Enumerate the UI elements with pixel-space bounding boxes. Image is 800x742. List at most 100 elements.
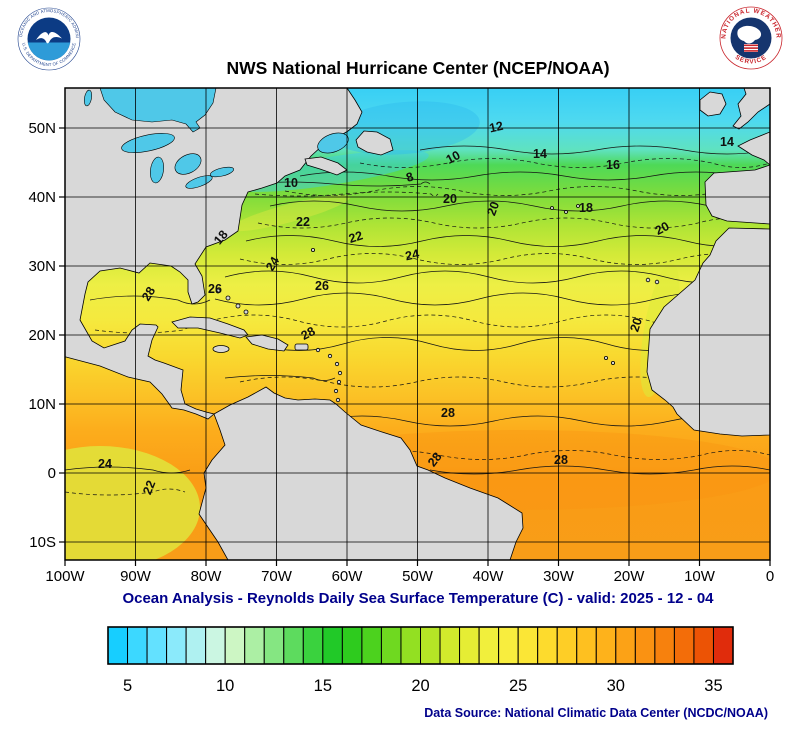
colorbar-cell bbox=[244, 626, 265, 665]
colorbar-tick-label: 25 bbox=[509, 677, 527, 695]
y-axis-label: 40N bbox=[28, 189, 56, 206]
island-bermuda bbox=[310, 247, 315, 252]
x-axis-label: 30W bbox=[543, 568, 575, 585]
colorbar-cell bbox=[127, 626, 148, 665]
y-axis-label: 0 bbox=[48, 465, 56, 482]
noaa-seagull-icon bbox=[36, 32, 62, 44]
colorbar-cell bbox=[380, 626, 402, 665]
contour-label: 18 bbox=[579, 201, 593, 215]
colorbar-tick-label: 30 bbox=[607, 677, 625, 695]
contour-line bbox=[245, 235, 770, 247]
nws-continent-icon bbox=[737, 25, 762, 44]
colorbar-cell bbox=[595, 626, 617, 665]
contour-line bbox=[209, 314, 721, 328]
lake-michigan bbox=[150, 156, 164, 184]
colorbar-cell bbox=[283, 626, 304, 665]
latlon-grid bbox=[64, 88, 771, 560]
colorbar-cell bbox=[400, 626, 421, 665]
land-africa bbox=[646, 227, 770, 437]
colorbar-cell bbox=[205, 626, 226, 665]
contour-label: 26 bbox=[315, 279, 329, 293]
x-axis-label: 80W bbox=[191, 568, 223, 585]
contour-label: 20 bbox=[484, 200, 502, 218]
colorbar-cell bbox=[263, 626, 285, 665]
contour-label: 28 bbox=[425, 450, 445, 470]
y-axis-label: 20N bbox=[28, 327, 56, 344]
colorbar-cell bbox=[185, 626, 207, 665]
contour-label: 22 bbox=[140, 478, 158, 496]
y-axis-label: 10S bbox=[29, 534, 56, 551]
contour-line bbox=[359, 158, 770, 168]
land-france-iberia bbox=[704, 131, 770, 225]
colorbar-cell bbox=[537, 626, 558, 665]
colorbar-cell bbox=[224, 626, 246, 665]
colorbar-cell bbox=[420, 626, 441, 665]
contour-label: 14 bbox=[533, 147, 547, 161]
colorbar-cell bbox=[517, 626, 539, 665]
contour-label: 20 bbox=[627, 316, 645, 334]
lake-ontario bbox=[210, 166, 234, 178]
island-newfoundland bbox=[355, 130, 394, 156]
island-hispaniola bbox=[245, 334, 289, 352]
contour-label: 14 bbox=[720, 135, 734, 149]
x-axis-label: 50W bbox=[402, 568, 434, 585]
contour-line bbox=[65, 488, 186, 496]
islands-cape-verde bbox=[604, 355, 616, 365]
x-axis-label: 90W bbox=[120, 568, 152, 585]
colorbar-tick-label: 35 bbox=[704, 677, 722, 695]
contour-line bbox=[94, 326, 206, 334]
colorbar-cell bbox=[107, 626, 129, 665]
map-clipped-layers bbox=[65, 88, 770, 560]
colorbar-tick-label: 20 bbox=[411, 677, 429, 695]
y-axis-label: 50N bbox=[28, 120, 56, 137]
contour-line bbox=[89, 295, 211, 305]
contour-label: 26 bbox=[208, 282, 222, 296]
colorbar-cell bbox=[654, 626, 675, 665]
land-britain bbox=[732, 88, 770, 130]
x-axis: 100W 90W 80W 70W 60W 50W 40W 30W 20W 10W 0 bbox=[45, 560, 774, 585]
contour-label: 20 bbox=[653, 219, 672, 238]
colorbar-frame bbox=[107, 626, 734, 665]
colorbar-cell bbox=[556, 626, 578, 665]
contour-line bbox=[349, 450, 770, 460]
x-axis-label: 20W bbox=[614, 568, 646, 585]
noaa-emblem-sea bbox=[27, 42, 71, 61]
colorbar-tick-label: 15 bbox=[314, 677, 332, 695]
nws-ring-text-bottom: SERVICE bbox=[734, 54, 767, 66]
x-axis-label: 40W bbox=[473, 568, 505, 585]
islands-azores bbox=[550, 204, 580, 214]
nws-flag-stripe bbox=[744, 47, 758, 49]
colorbar-cell bbox=[459, 626, 480, 665]
contour-label: 8 bbox=[404, 169, 415, 184]
contour-line bbox=[429, 465, 770, 475]
contour-line bbox=[224, 375, 336, 381]
lake-huron bbox=[174, 153, 202, 175]
land-north-america bbox=[65, 88, 363, 420]
contour-label: 16 bbox=[606, 158, 620, 172]
islands-bahamas bbox=[215, 288, 249, 315]
islands-lesser-antilles bbox=[315, 347, 343, 403]
island-jamaica bbox=[212, 345, 230, 353]
nws-logo: NATIONAL WEATHER SERVICE bbox=[719, 6, 783, 70]
gulf-stream-warm-tint bbox=[230, 194, 350, 232]
svg-text:SERVICE: SERVICE bbox=[734, 54, 768, 66]
contour-label: 28 bbox=[299, 324, 318, 343]
island-nova-scotia bbox=[304, 156, 348, 176]
contour-line bbox=[244, 181, 431, 187]
colorbar-cell bbox=[693, 626, 714, 665]
contour-label: 24 bbox=[404, 247, 421, 264]
contour-line bbox=[239, 253, 770, 265]
colorbar-cell bbox=[634, 626, 656, 665]
page-title: NWS National Hurricane Center (NCEP/NOAA… bbox=[226, 58, 609, 78]
land-south-america bbox=[198, 386, 524, 560]
data-source-text: Data Source: National Climatic Data Cent… bbox=[424, 706, 768, 720]
x-axis-label: 100W bbox=[45, 568, 85, 585]
y-axis: 50N 40N 30N 20N 10N 0 10S bbox=[28, 120, 65, 551]
lake-winnipeg bbox=[83, 89, 93, 107]
colorbar-cells bbox=[107, 626, 734, 665]
contour-line bbox=[419, 145, 770, 155]
colorbar-cell bbox=[478, 626, 500, 665]
x-axis-label: 0 bbox=[766, 568, 774, 585]
